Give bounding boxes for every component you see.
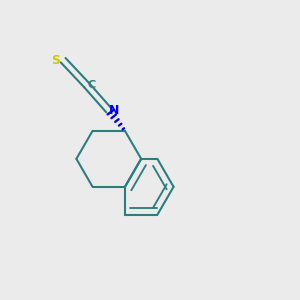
Text: N: N: [109, 104, 119, 117]
Text: S: S: [52, 54, 61, 67]
Text: C: C: [88, 80, 96, 90]
